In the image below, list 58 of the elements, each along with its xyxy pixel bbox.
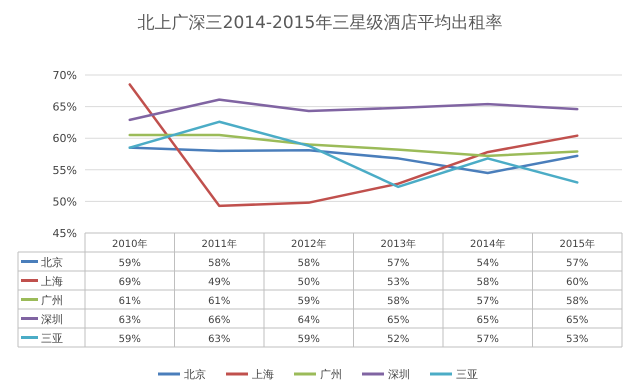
x-tick-label: 2015年 xyxy=(560,238,595,250)
x-tick-label: 2011年 xyxy=(202,238,237,250)
chart-title: 北上广深三2014-2015年三星级酒店平均出租率 xyxy=(138,13,502,33)
data-label: 52% xyxy=(387,334,410,345)
data-label: 58% xyxy=(476,277,499,288)
data-label: 58% xyxy=(208,258,230,269)
legend-label: 上海 xyxy=(41,275,63,288)
data-label: 50% xyxy=(298,277,320,288)
line-series xyxy=(128,146,578,174)
legend-label: 深圳 xyxy=(41,313,63,326)
line-series xyxy=(128,98,578,122)
data-label: 57% xyxy=(476,334,499,345)
text: 深圳 xyxy=(388,368,410,381)
data-label: 59% xyxy=(118,334,141,345)
legend-label: 广州 xyxy=(41,294,63,307)
data-label: 61% xyxy=(118,296,141,307)
data-label: 66% xyxy=(208,315,230,326)
y-tick-label: 50% xyxy=(52,195,77,208)
data-label: 61% xyxy=(208,296,230,307)
y-tick-label: 70% xyxy=(52,69,77,82)
text: 三亚 xyxy=(456,368,478,381)
x-tick-label: 2012年 xyxy=(291,238,326,250)
data-label: 65% xyxy=(566,315,588,326)
data-label: 58% xyxy=(566,296,588,307)
data-label: 63% xyxy=(208,334,230,345)
x-tick-label: 2014年 xyxy=(470,238,506,250)
data-label: 64% xyxy=(298,315,320,326)
y-tick-label: 55% xyxy=(52,164,77,177)
legend-label: 北京 xyxy=(41,256,63,269)
data-label: 58% xyxy=(387,296,410,307)
x-tick-label: 2010年 xyxy=(112,238,148,250)
line-series xyxy=(128,134,578,158)
data-label: 69% xyxy=(118,277,141,288)
y-tick-label: 45% xyxy=(52,227,77,240)
data-label: 57% xyxy=(387,258,410,269)
line-series xyxy=(128,120,578,188)
legend-label: 三亚 xyxy=(41,332,63,345)
data-label: 59% xyxy=(298,296,320,307)
line-series xyxy=(128,83,578,208)
data-label: 49% xyxy=(208,277,230,288)
data-label: 58% xyxy=(298,258,320,269)
y-tick-label: 65% xyxy=(52,100,77,114)
data-label: 54% xyxy=(476,258,499,269)
data-label: 63% xyxy=(118,315,141,326)
text: 广州 xyxy=(320,368,342,381)
text: 上海 xyxy=(252,368,274,381)
text: 北京 xyxy=(184,368,206,381)
data-label: 65% xyxy=(387,315,410,326)
data-label: 60% xyxy=(566,277,588,288)
y-tick-label: 60% xyxy=(52,132,77,146)
x-tick-label: 2013年 xyxy=(380,238,416,250)
data-label: 59% xyxy=(298,334,320,345)
data-label: 53% xyxy=(387,277,410,288)
data-label: 65% xyxy=(476,315,499,326)
data-label: 53% xyxy=(566,334,588,345)
data-label: 57% xyxy=(566,258,588,269)
data-label: 57% xyxy=(476,296,499,307)
data-label: 59% xyxy=(118,258,141,269)
